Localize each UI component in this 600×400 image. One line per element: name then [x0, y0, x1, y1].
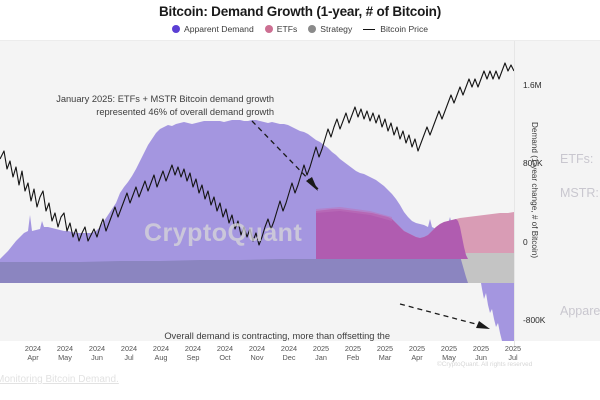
series-line-bitcoin-price — [0, 62, 515, 246]
series-area-etfs-overlap — [316, 209, 468, 259]
x-tick-2025-feb: 2025 Feb — [344, 344, 362, 363]
legend-swatch-etfs — [264, 25, 273, 33]
x-tick-2025-mar: 2025 Mar — [376, 344, 394, 363]
y-tick-0: 0 — [523, 237, 528, 247]
legend-label-strategy: Strategy — [320, 24, 353, 34]
x-tick-2024-jul: 2024 Jul — [120, 344, 138, 363]
legend-swatch-bitcoin-price — [363, 28, 376, 30]
y-tick-neg800k: -800K — [523, 315, 546, 325]
annotation-january-2025: January 2025: ETFs + MSTR Bitcoin demand… — [56, 94, 274, 118]
legend-label-etfs: ETFs — [276, 24, 298, 34]
side-label-mstr: MSTR: — [560, 186, 599, 200]
chart-header: Bitcoin: Demand Growth (1-year, # of Bit… — [0, 0, 600, 40]
annotation-contracting-demand: Overall demand is contracting, more than… — [164, 331, 390, 341]
series-area-strategy-overlap — [0, 252, 468, 283]
x-tick-2025-jun: 2025 Jun — [472, 344, 490, 363]
x-tick-2024-nov: 2024 Nov — [248, 344, 266, 363]
legend-item-strategy[interactable]: Strategy — [308, 24, 352, 34]
series-edge-highlight — [316, 207, 392, 221]
x-axis: 2024 Apr 2024 May 2024 Jun 2024 Jul 2024 Aug … — [0, 344, 600, 374]
side-label-etfs: ETFs: — [560, 152, 594, 166]
annotation-arrow-2 — [399, 303, 490, 329]
series-area-apparent-demand — [0, 120, 514, 341]
x-tick-2025-may: 2025 May — [440, 344, 458, 363]
copyright-notice: ©CryptoQuant. All rights reserved — [437, 361, 533, 368]
x-tick-2025-jul: 2025 Jul — [504, 344, 522, 363]
legend-swatch-apparent-demand — [171, 25, 180, 33]
x-tick-2024-may: 2024 May — [56, 344, 74, 363]
chart-canvas — [0, 62, 515, 341]
x-tick-2024-jun: 2024 Jun — [88, 344, 106, 363]
page-title: Bitcoin: Demand Growth (1-year, # of Bit… — [158, 4, 442, 19]
plot-right-border — [514, 41, 515, 348]
legend-item-bitcoin-price[interactable]: Bitcoin Price — [363, 24, 428, 34]
chart-legend: Apparent Demand ETFs Strategy Bitcoin Pr… — [0, 24, 600, 34]
legend-item-apparent-demand[interactable]: Apparent Demand — [171, 24, 254, 34]
legend-item-etfs[interactable]: ETFs — [264, 24, 298, 34]
x-tick-2024-apr: 2024 Apr — [24, 344, 42, 363]
y-tick-1600k: 1.6M — [523, 80, 542, 90]
x-tick-2025-jan: 2025 Jan — [312, 344, 330, 363]
legend-swatch-strategy — [308, 25, 317, 33]
footer-link[interactable]: Monitoring Bitcoin Demand. — [0, 374, 119, 385]
x-tick-2024-aug: 2024 Aug — [152, 344, 170, 363]
legend-label-apparent-demand: Apparent Demand — [183, 24, 254, 34]
y-tick-800k: 800K — [523, 158, 543, 168]
annotation-arrow-1 — [251, 120, 319, 191]
x-tick-2025-apr: 2025 Apr — [408, 344, 426, 363]
header-divider — [0, 40, 600, 41]
x-tick-2024-sep: 2024 Sep — [184, 344, 202, 363]
plot-area: CryptoQuant January 2025: ETFs + MSTR Bi… — [0, 41, 600, 341]
y-axis-title: Demand (1-year change, # of Bitcoin) — [530, 121, 539, 259]
side-label-apparent: Appare — [560, 304, 600, 318]
x-tick-2024-dec: 2024 Dec — [280, 344, 298, 363]
legend-label-bitcoin-price: Bitcoin Price — [380, 24, 429, 34]
x-tick-2024-oct: 2024 Oct — [216, 344, 234, 363]
